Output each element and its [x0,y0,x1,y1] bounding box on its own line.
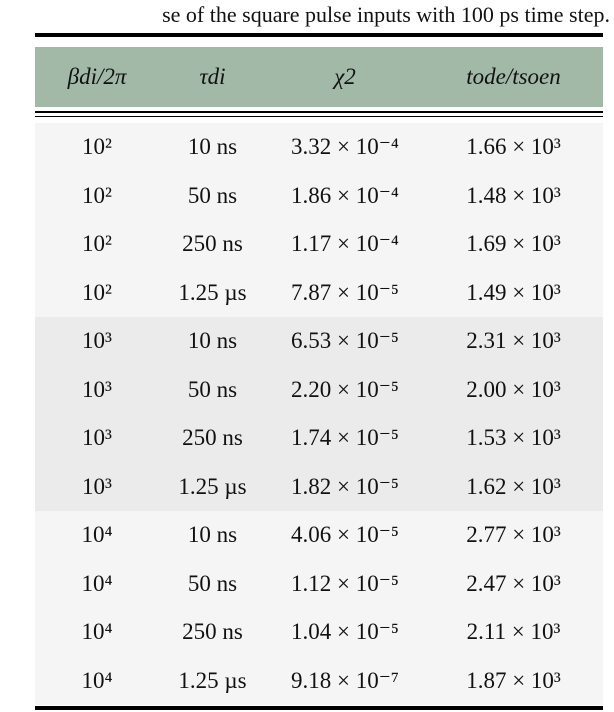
table-row: 10³ 250 ns 1.74 × 10⁻⁵ 1.53 × 10³ [35,414,603,463]
cell-chi2: 1.04 × 10⁻⁵ [291,619,399,645]
cell-ratio: 2.31 × 10³ [466,328,561,354]
cell-tau: 10 ns [187,134,238,160]
table-body: 10² 10 ns 3.32 × 10⁻⁴ 1.66 × 10³ 10² 50 ns 1.8… [35,123,603,705]
cell-chi2: 3.32 × 10⁻⁴ [291,134,399,160]
cell-ratio: 2.11 × 10³ [466,619,561,645]
cell-ratio: 1.66 × 10³ [466,134,561,160]
cell-beta: 10² [82,279,112,305]
cell-ratio: 1.48 × 10³ [466,182,561,208]
table-header: βdi/2π τdi χ2 tode/tsoen [35,47,603,107]
cell-tau: 50 ns [187,376,238,402]
cell-tau: 50 ns [187,570,238,596]
table-row: 10⁴ 50 ns 1.12 × 10⁻⁵ 2.47 × 10³ [35,559,603,608]
header-tau: τdi [199,64,226,89]
cell-beta: 10³ [82,376,112,402]
header-chi2: χ2 [334,64,356,89]
table-row: 10⁴ 250 ns 1.04 × 10⁻⁵ 2.11 × 10³ [35,608,603,657]
bottom-rule [35,706,603,710]
header-ratio: tode/tsoen [466,64,561,89]
cell-beta: 10³ [82,473,112,499]
cell-beta: 10⁴ [81,667,113,693]
cell-chi2: 6.53 × 10⁻⁵ [291,328,399,354]
cell-chi2: 9.18 × 10⁻⁷ [291,667,399,693]
cell-beta: 10³ [82,425,112,451]
table-row: 10³ 10 ns 6.53 × 10⁻⁵ 2.31 × 10³ [35,317,603,366]
cell-beta: 10² [82,231,112,257]
header-rule [35,111,603,113]
cell-chi2: 1.82 × 10⁻⁵ [291,473,399,499]
cell-beta: 10⁴ [81,522,113,548]
cell-chi2: 1.12 × 10⁻⁵ [291,570,399,596]
cell-beta: 10⁴ [81,570,113,596]
cell-tau: 10 ns [187,328,238,354]
table-row: 10² 250 ns 1.17 × 10⁻⁴ 1.69 × 10³ [35,220,603,269]
top-rule [35,33,603,37]
cell-ratio: 1.62 × 10³ [466,473,561,499]
table-row: 10² 10 ns 3.32 × 10⁻⁴ 1.66 × 10³ [35,123,603,172]
cell-ratio: 1.53 × 10³ [466,425,561,451]
cell-tau: 50 ns [187,182,238,208]
table-caption: se of the square pulse inputs with 100 p… [162,2,610,27]
cell-tau: 250 ns [182,231,243,257]
cell-tau: 250 ns [182,619,243,645]
cell-tau: 1.25 µs [178,279,247,305]
cell-chi2: 1.74 × 10⁻⁵ [291,425,399,451]
cell-chi2: 2.20 × 10⁻⁵ [291,376,399,402]
table-row: 10³ 50 ns 2.20 × 10⁻⁵ 2.00 × 10³ [35,365,603,414]
table-row: 10⁴ 10 ns 4.06 × 10⁻⁵ 2.77 × 10³ [35,511,603,560]
cell-ratio: 2.47 × 10³ [466,570,561,596]
cell-ratio: 2.00 × 10³ [466,376,561,402]
cell-tau: 250 ns [182,425,243,451]
cell-tau: 10 ns [187,522,238,548]
table-row: 10² 1.25 µs 7.87 × 10⁻⁵ 1.49 × 10³ [35,268,603,317]
cell-beta: 10² [82,182,112,208]
cell-chi2: 4.06 × 10⁻⁵ [291,522,399,548]
table-row: 10⁴ 1.25 µs 9.18 × 10⁻⁷ 1.87 × 10³ [35,656,603,705]
cell-ratio: 1.69 × 10³ [466,231,561,257]
cell-chi2: 7.87 × 10⁻⁵ [291,279,399,305]
header-rule-thin [35,116,603,117]
cell-ratio: 1.49 × 10³ [466,279,561,305]
cell-ratio: 1.87 × 10³ [466,667,561,693]
cell-tau: 1.25 µs [178,667,247,693]
cell-tau: 1.25 µs [178,473,247,499]
cell-ratio: 2.77 × 10³ [466,522,561,548]
cell-beta: 10³ [82,328,112,354]
header-beta: βdi/2π [67,64,127,89]
cell-chi2: 1.17 × 10⁻⁴ [291,231,399,257]
table-row: 10² 50 ns 1.86 × 10⁻⁴ 1.48 × 10³ [35,171,603,220]
cell-chi2: 1.86 × 10⁻⁴ [291,182,399,208]
cell-beta: 10² [82,134,112,160]
cell-beta: 10⁴ [81,619,113,645]
table-row: 10³ 1.25 µs 1.82 × 10⁻⁵ 1.62 × 10³ [35,462,603,511]
